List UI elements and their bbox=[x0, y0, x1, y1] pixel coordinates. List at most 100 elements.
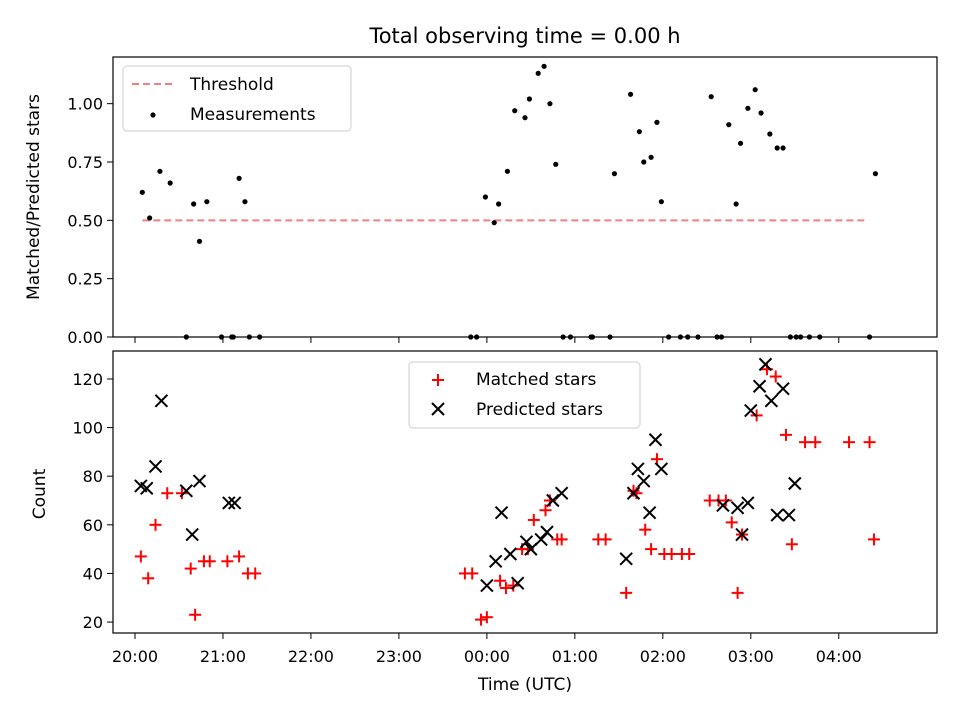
count-y-tick-label: 100 bbox=[72, 419, 103, 438]
matched-star-point bbox=[555, 533, 568, 546]
measurement-point bbox=[204, 199, 210, 205]
predicted-star-point bbox=[540, 525, 554, 539]
count-y-ticks: 20 40 60 80 100 120 bbox=[72, 370, 113, 632]
matched-star-point bbox=[480, 611, 493, 624]
measurement-point bbox=[872, 171, 879, 177]
predicted-star-point bbox=[648, 433, 663, 447]
predicted-marker-b bbox=[222, 496, 236, 510]
predicted-star-point bbox=[179, 484, 194, 498]
predicted-star-point bbox=[140, 481, 154, 496]
measurement-point bbox=[708, 94, 714, 100]
predicted-star-point bbox=[619, 552, 633, 566]
count-panel-frame bbox=[112, 350, 938, 634]
ratio-panel: 0.00 0.25 0.50 0.75 1.00 Matched/Predicted s… bbox=[24, 56, 938, 347]
matched-star-point bbox=[184, 562, 197, 575]
measurement-point bbox=[242, 199, 248, 205]
predicted-marker-b bbox=[519, 535, 534, 549]
predicted-star-point bbox=[631, 462, 645, 476]
measurement-point bbox=[167, 180, 173, 186]
predicted-star-point bbox=[788, 476, 802, 491]
predicted-marker-b bbox=[540, 525, 554, 539]
measurement-point bbox=[512, 108, 518, 114]
matched-star-point bbox=[494, 574, 507, 587]
matched-star-point bbox=[725, 516, 738, 529]
measurement-point bbox=[780, 145, 786, 151]
ratio-y-ticks: 0.00 0.25 0.50 0.75 1.00 bbox=[67, 95, 113, 347]
predicted-star-point bbox=[192, 474, 207, 488]
predicted-star-point bbox=[546, 493, 560, 508]
predicted-marker-b bbox=[631, 462, 645, 476]
predicted-star-point bbox=[519, 535, 534, 549]
predicted-star-point bbox=[227, 496, 242, 510]
measurement-point bbox=[636, 129, 642, 135]
predicted-marker-b bbox=[140, 481, 154, 496]
measurement-point bbox=[504, 168, 511, 174]
matched-star-point bbox=[203, 555, 216, 568]
matched-star-point bbox=[719, 494, 732, 507]
measurement-point bbox=[547, 101, 553, 107]
predicted-marker-b bbox=[534, 532, 548, 547]
predicted-marker-b bbox=[148, 459, 163, 474]
matched-star-point bbox=[527, 513, 540, 526]
ratio-legend-box bbox=[122, 65, 352, 132]
matched-star-point bbox=[620, 586, 633, 599]
matched-star-point bbox=[769, 370, 782, 383]
legend-measurement-marker bbox=[150, 112, 156, 118]
measurement-point bbox=[491, 220, 497, 226]
predicted-marker-b bbox=[648, 433, 663, 447]
measurement-point bbox=[758, 110, 764, 116]
ratio-legend: Threshold Measurements bbox=[122, 65, 352, 132]
predicted-star-point bbox=[554, 486, 569, 500]
matched-star-point bbox=[466, 567, 479, 580]
count-y-tick-label: 60 bbox=[83, 516, 103, 535]
measurement-point bbox=[157, 168, 163, 174]
predicted-star-point bbox=[148, 459, 163, 474]
legend-predicted-marker bbox=[431, 402, 445, 416]
measurement-point bbox=[752, 87, 758, 93]
measurement-point bbox=[658, 199, 664, 205]
predicted-star-point bbox=[716, 498, 730, 513]
predicted-marker-b bbox=[192, 474, 207, 488]
matched-star-point bbox=[233, 550, 246, 563]
predicted-star-point bbox=[510, 576, 525, 590]
predicted-marker-b bbox=[764, 394, 779, 408]
predicted-star-point bbox=[730, 501, 745, 515]
legend-matched-label: Matched stars bbox=[476, 370, 596, 390]
count-y-tick-label: 80 bbox=[83, 467, 103, 486]
predicted-marker-b bbox=[510, 576, 525, 590]
predicted-star-point bbox=[752, 379, 767, 393]
count-x-tick-label: 20:00 bbox=[112, 647, 158, 666]
matched-star-point bbox=[161, 487, 174, 500]
legend-threshold-label: Threshold bbox=[189, 75, 274, 95]
measurement-point bbox=[482, 194, 489, 200]
matched-star-point bbox=[134, 550, 147, 563]
predicted-marker-b bbox=[758, 357, 773, 372]
count-y-axis-title: Count bbox=[30, 468, 50, 519]
measurement-point bbox=[641, 159, 647, 165]
matched-star-point bbox=[507, 579, 520, 592]
measurement-point bbox=[535, 70, 541, 76]
count-y-tick-label: 120 bbox=[72, 370, 103, 389]
measurement-point bbox=[139, 189, 145, 195]
predicted-marker-b bbox=[227, 496, 242, 510]
predicted-marker-b bbox=[735, 527, 749, 542]
measurement-point bbox=[236, 175, 242, 181]
ratio-y-tick-label: 0.25 bbox=[67, 270, 103, 289]
matched-star-point bbox=[175, 487, 188, 500]
x-axis-title: Time (UTC) bbox=[477, 675, 572, 695]
matched-star-point bbox=[799, 436, 812, 449]
predicted-star-point bbox=[642, 505, 657, 520]
predicted-marker-b bbox=[546, 493, 560, 508]
matched-star-point bbox=[189, 608, 202, 621]
count-x-tick-label: 02:00 bbox=[640, 647, 686, 666]
matched-star-point bbox=[665, 547, 678, 560]
measurement-point bbox=[733, 201, 739, 207]
measurement-point bbox=[654, 119, 660, 125]
predicted-star-point bbox=[185, 527, 199, 542]
predicted-marker-b bbox=[776, 381, 790, 396]
count-x-tick-label: 04:00 bbox=[816, 647, 862, 666]
counts-layer bbox=[134, 357, 880, 626]
count-x-ticks: 20:00 21:00 22:00 23:00 00:00 01:00 02:00 03:00… bbox=[112, 633, 862, 666]
predicted-marker-b bbox=[788, 476, 802, 491]
